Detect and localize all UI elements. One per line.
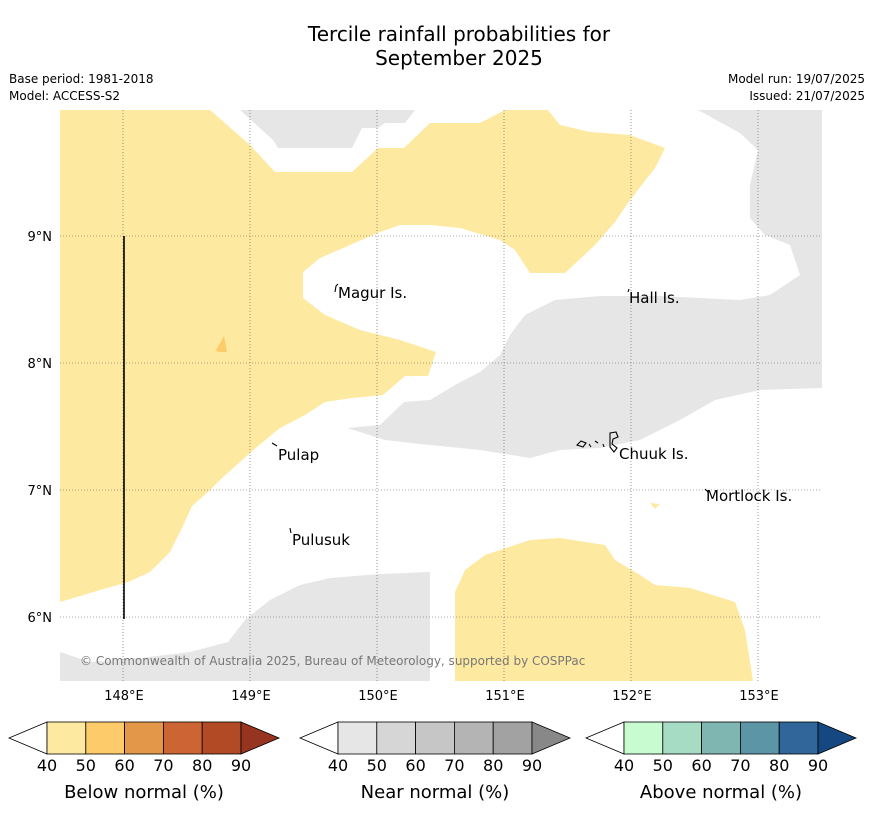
legend-arrow-high xyxy=(817,721,858,755)
legend-swatch xyxy=(415,721,455,755)
lon-label: 152°E xyxy=(612,689,652,704)
legend-tick-label: 90 xyxy=(522,756,542,775)
legend-tick-label: 50 xyxy=(367,756,387,775)
place-label: Chuuk Is. xyxy=(619,445,688,463)
legend-tick-label: 40 xyxy=(328,756,348,775)
near-normal-region-east xyxy=(347,110,822,458)
map-area: Magur Is. Hall Is. Pulap Chuuk Is. Mortl… xyxy=(60,110,822,681)
model-run: Model run: 19/07/2025 xyxy=(727,72,865,86)
legends: 40 50 60 70 80 90 Below normal (%) 40 50 60 70 80 90… xyxy=(7,721,858,803)
legend-2: 40 50 60 70 80 90 Near normal (%) xyxy=(298,721,572,803)
legend-1: 40 50 60 70 80 90 Below normal (%) xyxy=(7,721,281,803)
below-normal-50-spot xyxy=(216,336,227,352)
legend-swatch xyxy=(162,721,203,755)
legend-swatch xyxy=(701,721,741,755)
lon-label: 150°E xyxy=(358,689,398,704)
legend-tick-label: 80 xyxy=(769,756,789,775)
legend-tick-label: 70 xyxy=(730,756,750,775)
lon-label: 151°E xyxy=(485,689,525,704)
lon-label: 153°E xyxy=(739,689,779,704)
legend-tick-label: 70 xyxy=(444,756,464,775)
meta-right: Model run: 19/07/2025 Issued: 21/07/2025 xyxy=(728,71,865,105)
near-normal-region-south xyxy=(60,572,430,681)
legend-arrow-high xyxy=(240,721,281,755)
lat-label: 8°N xyxy=(28,357,53,372)
legend-tick-label: 90 xyxy=(808,756,828,775)
legend-swatch xyxy=(453,721,494,755)
legend-title: Above normal (%) xyxy=(640,782,802,803)
legend-swatch xyxy=(623,721,664,755)
legend-tick-label: 50 xyxy=(653,756,673,775)
near-normal-regions xyxy=(60,110,822,681)
place-label: Hall Is. xyxy=(629,289,680,307)
island-pulap xyxy=(271,442,278,447)
legend-tick-label: 60 xyxy=(114,756,134,775)
model-name: Model: ACCESS-S2 xyxy=(9,89,121,103)
legend-title: Below normal (%) xyxy=(64,782,224,803)
legend-tick-label: 70 xyxy=(153,756,173,775)
place-label: Pulusuk xyxy=(292,531,350,549)
legend-tick-label: 50 xyxy=(76,756,96,775)
below-normal-spot xyxy=(650,503,660,509)
legend-tick-label: 60 xyxy=(405,756,425,775)
legend-swatch xyxy=(376,721,416,755)
title-line-2: September 2025 xyxy=(375,46,543,70)
island-mortlock xyxy=(704,488,709,493)
lat-label: 7°N xyxy=(28,484,53,499)
legend-swatch xyxy=(662,721,702,755)
legend-tick-label: 80 xyxy=(192,756,212,775)
lon-label: 148°E xyxy=(104,689,144,704)
legend-swatch xyxy=(46,721,87,755)
legend-arrow-high xyxy=(531,721,572,755)
lat-axis-labels: 9°N 8°N 7°N 6°N xyxy=(28,230,53,626)
legend-tick-label: 40 xyxy=(614,756,634,775)
legend-tick-label: 90 xyxy=(231,756,251,775)
lat-label: 9°N xyxy=(28,230,53,245)
island-hall xyxy=(627,288,630,293)
islands xyxy=(271,283,709,534)
legend-arrow-low xyxy=(584,721,625,755)
lon-axis-labels: 148°E 149°E 150°E 151°E 152°E 153°E xyxy=(104,689,779,704)
legend-swatch xyxy=(124,721,164,755)
legend-3: 40 50 60 70 80 90 Above normal (%) xyxy=(584,721,858,803)
place-label: Magur Is. xyxy=(338,284,407,302)
legend-swatch xyxy=(492,721,533,755)
place-labels: Magur Is. Hall Is. Pulap Chuuk Is. Mortl… xyxy=(278,284,792,549)
chart-title: Tercile rainfall probabilities for Septe… xyxy=(0,22,873,70)
legend-title: Near normal (%) xyxy=(361,782,510,803)
island-chuuk xyxy=(575,431,619,453)
below-normal-region-southeast xyxy=(455,538,753,681)
place-label: Mortlock Is. xyxy=(706,487,792,505)
island-pulusuk xyxy=(289,527,292,534)
island-magur xyxy=(334,283,339,293)
legend-swatch xyxy=(778,721,819,755)
lon-label: 149°E xyxy=(231,689,271,704)
legend-swatch xyxy=(201,721,242,755)
lat-label: 6°N xyxy=(28,611,53,626)
place-label: Pulap xyxy=(278,446,319,464)
legend-swatch xyxy=(85,721,126,755)
below-normal-region-west xyxy=(60,110,665,602)
issued-date: Issued: 21/07/2025 xyxy=(749,89,865,103)
legend-swatch xyxy=(740,721,780,755)
legend-tick-label: 40 xyxy=(37,756,57,775)
near-normal-region-top xyxy=(240,110,415,148)
legend-arrow-low xyxy=(7,721,48,755)
meta-left: Base period: 1981-2018 Model: ACCESS-S2 xyxy=(9,71,154,105)
legend-tick-label: 60 xyxy=(691,756,711,775)
legend-tick-label: 80 xyxy=(483,756,503,775)
gridlines xyxy=(60,110,822,681)
below-normal-regions xyxy=(60,110,753,681)
title-line-1: Tercile rainfall probabilities for xyxy=(307,22,611,46)
copyright-notice: © Commonwealth of Australia 2025, Bureau… xyxy=(80,654,585,668)
legend-swatch xyxy=(337,721,378,755)
base-period: Base period: 1981-2018 xyxy=(9,72,154,86)
legend-arrow-low xyxy=(298,721,339,755)
